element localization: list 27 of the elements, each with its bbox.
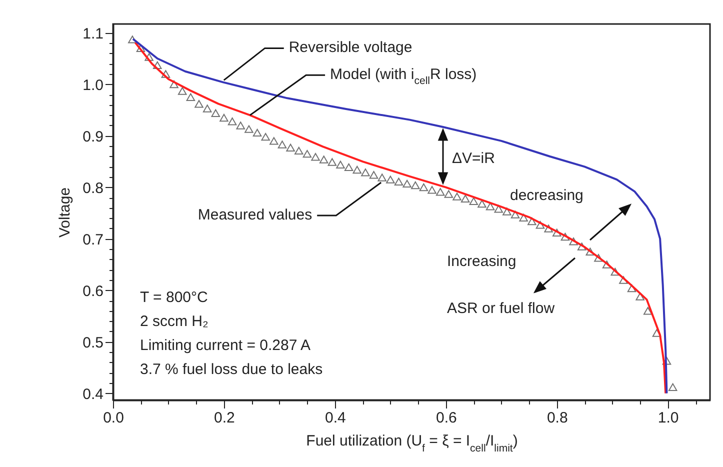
annotation: 2 sccm H₂ (140, 312, 209, 330)
y-tick-label: 0.8 (82, 180, 104, 197)
y-tick-label: 0.4 (82, 386, 104, 403)
y-tick-label: 0.7 (82, 231, 104, 248)
text: Measured values (198, 206, 312, 224)
x-tick-label: 0.6 (436, 410, 457, 426)
annotation: 3.7 % fuel loss due to leaks (140, 360, 323, 378)
text: Reversible voltage (288, 39, 412, 56)
annotation: T = 800°C (140, 288, 208, 306)
x-axis-title: Fuel utilization (U$_{f}$ = ξ = I$_{cell}$/I$_{limit}$) (306, 432, 518, 454)
annotation: Model (with i$_{cell}$R loss) (330, 66, 477, 87)
x-tick-label: 1.0 (658, 410, 679, 426)
y-tick-label: 0.9 (82, 128, 104, 146)
y-tick-label: 0.5 (82, 334, 104, 352)
y-axis-title: Voltage (56, 187, 74, 238)
x-tick-label: 0.0 (103, 410, 124, 426)
y-tick-label: 1.0 (82, 76, 104, 94)
annotation: Increasing (447, 252, 516, 270)
annotation: Limiting current = 0.287 A (140, 336, 311, 354)
annotation: ΔV=iR (452, 150, 496, 167)
y-tick-label: 0.6 (82, 282, 104, 300)
y-tick-label: 1.1 (82, 25, 104, 42)
annotation: ASR or fuel flow (447, 300, 555, 317)
x-tick-label: 0.2 (214, 410, 235, 426)
annotation: decreasing (510, 186, 584, 204)
x-tick-label: 0.8 (546, 410, 568, 426)
x-tick-label: 0.4 (325, 410, 346, 426)
